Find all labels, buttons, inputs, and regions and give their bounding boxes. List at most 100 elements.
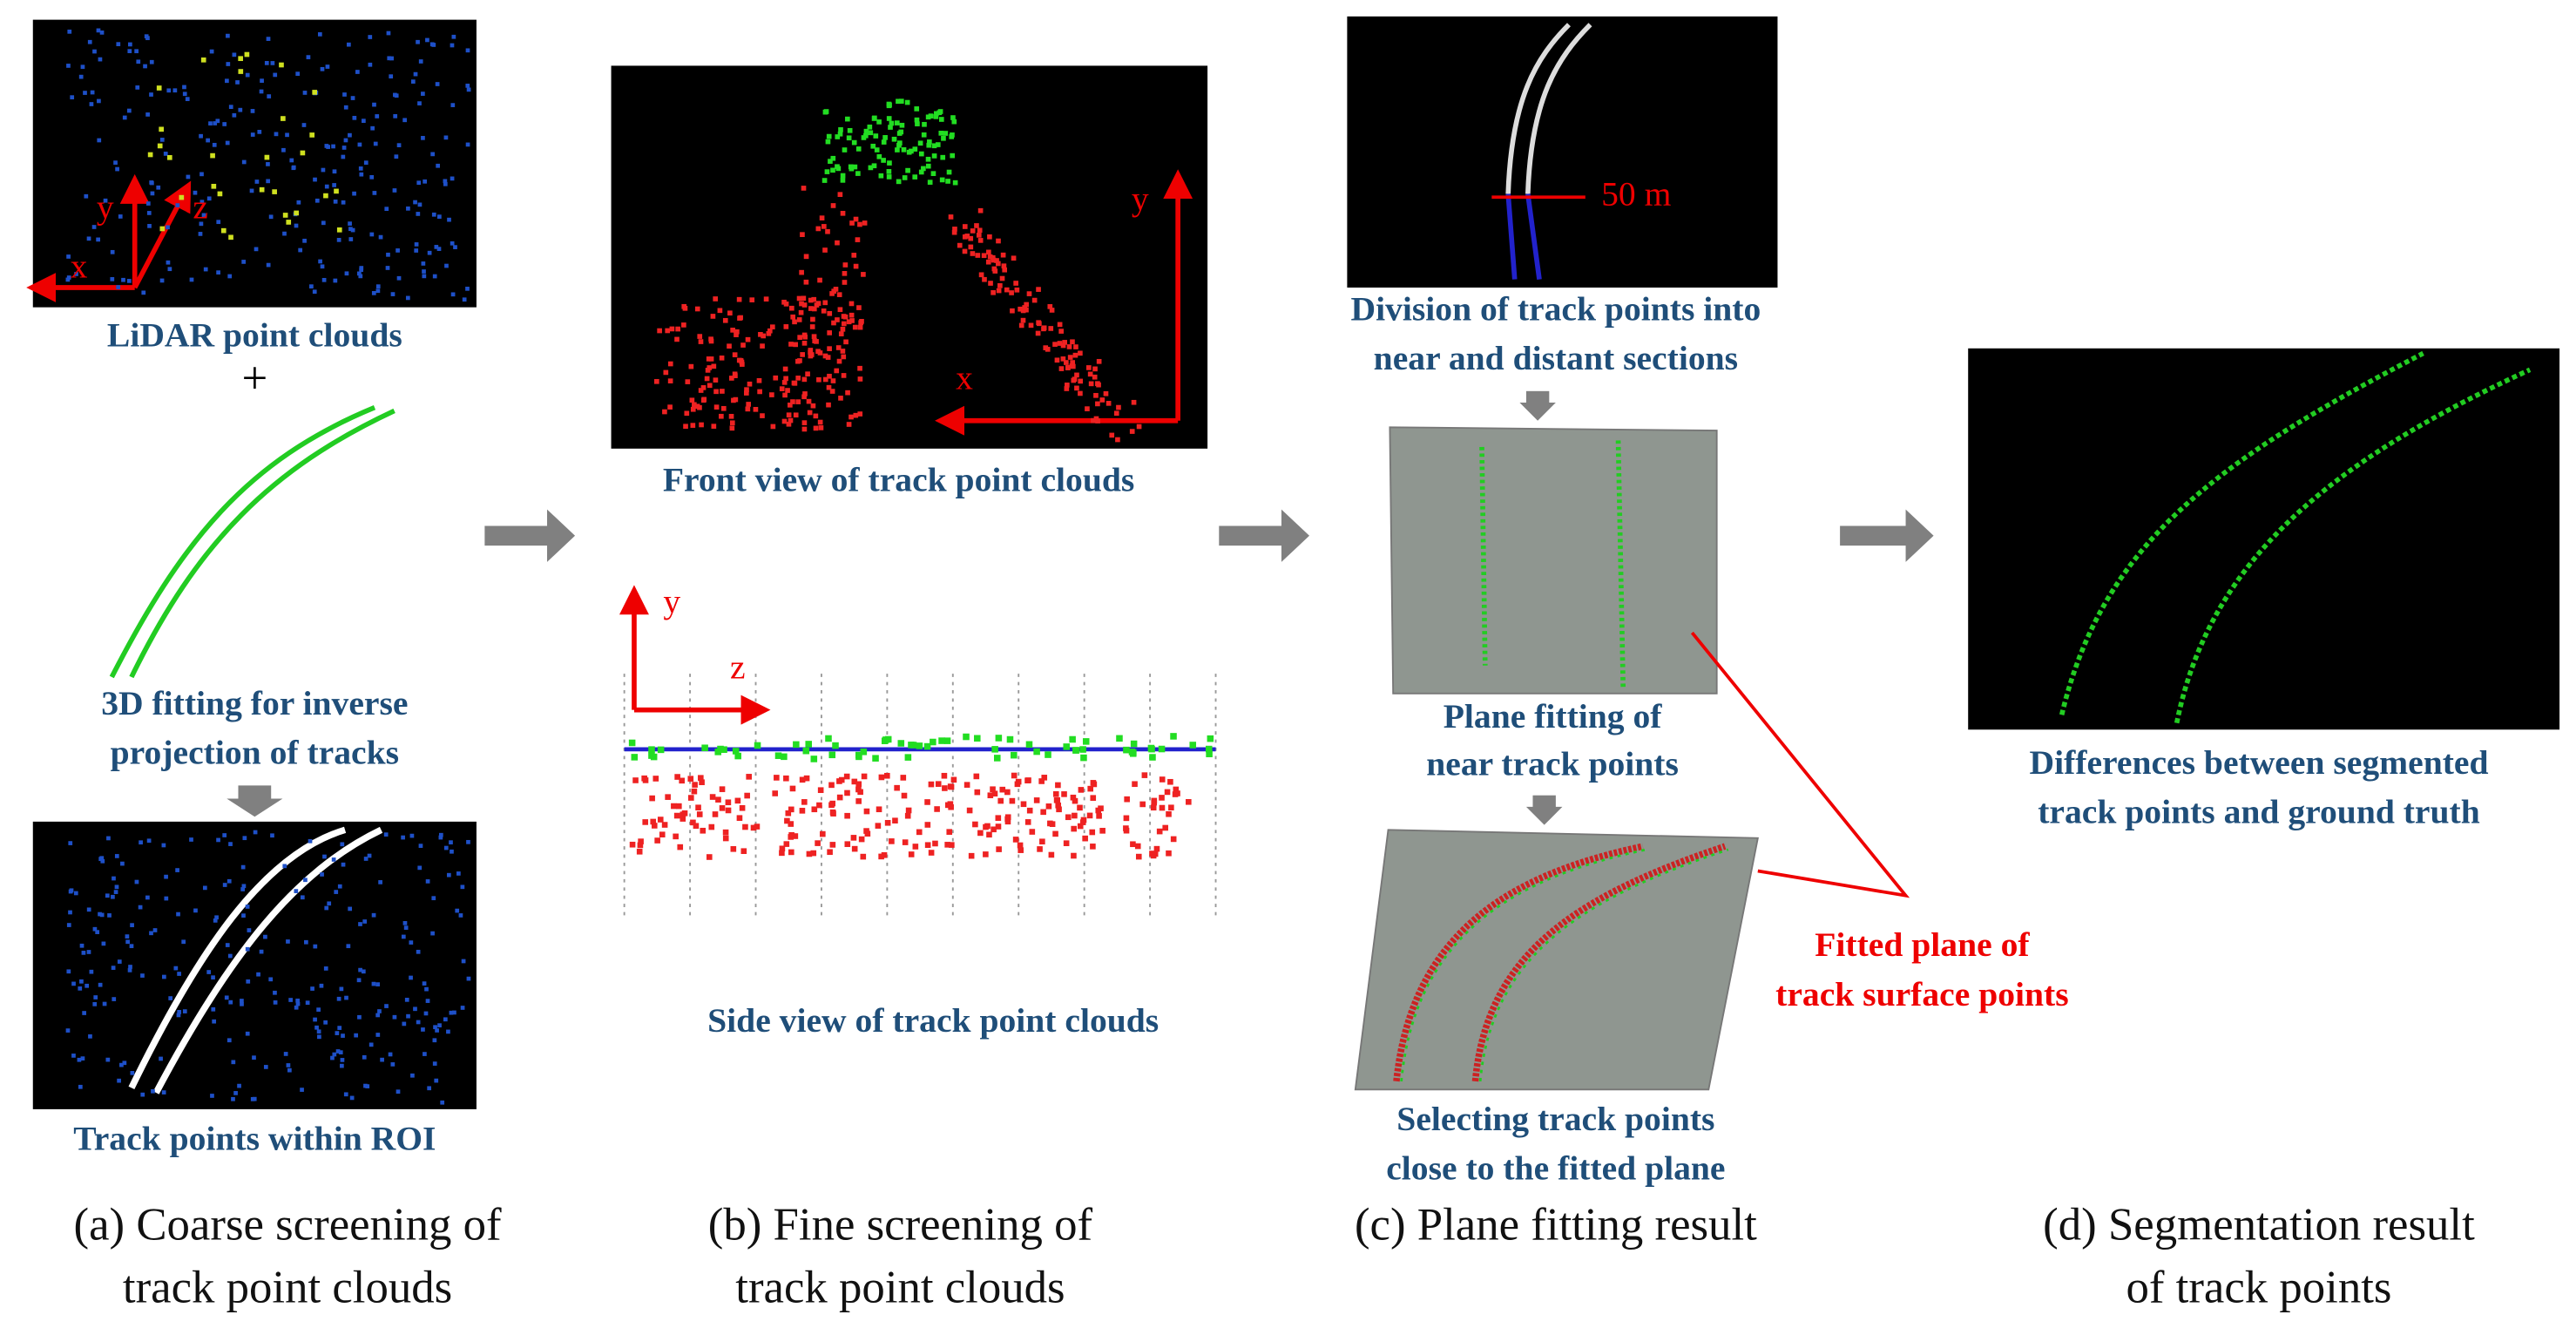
point — [793, 741, 800, 749]
point — [868, 130, 874, 136]
point — [449, 840, 453, 845]
point — [906, 149, 912, 155]
point — [285, 132, 289, 138]
point — [1159, 795, 1165, 801]
point — [902, 839, 909, 845]
point — [774, 752, 782, 759]
label: Front view of track point clouds — [663, 461, 1134, 499]
point — [1073, 344, 1078, 349]
point — [995, 823, 1002, 830]
point — [66, 923, 71, 927]
point — [851, 778, 858, 785]
point — [926, 142, 932, 148]
point — [359, 172, 364, 177]
point — [815, 840, 821, 846]
point — [87, 39, 92, 44]
point — [1024, 777, 1031, 783]
point — [1048, 851, 1055, 858]
point — [348, 906, 353, 911]
point — [1090, 795, 1097, 801]
point — [1049, 308, 1055, 313]
point — [83, 91, 87, 95]
point — [421, 261, 426, 266]
point — [199, 172, 204, 177]
point — [110, 249, 115, 254]
point — [701, 396, 707, 403]
point — [899, 122, 905, 128]
point — [270, 61, 275, 65]
point — [1028, 322, 1034, 329]
point — [368, 35, 373, 39]
point — [657, 817, 664, 823]
point — [987, 234, 992, 240]
point — [1037, 321, 1042, 327]
point — [97, 98, 101, 104]
point — [870, 143, 876, 149]
point — [650, 818, 657, 825]
point — [840, 326, 846, 332]
point — [679, 811, 686, 818]
point — [435, 82, 440, 86]
point — [92, 49, 97, 54]
point — [371, 981, 376, 986]
point — [912, 174, 918, 180]
point — [706, 854, 713, 860]
point — [238, 56, 243, 62]
point — [1091, 781, 1098, 788]
point — [740, 342, 746, 348]
point — [101, 941, 106, 946]
point — [1136, 424, 1142, 430]
point — [1064, 360, 1069, 365]
point — [863, 128, 869, 134]
point — [914, 106, 920, 112]
point — [270, 833, 274, 838]
point — [876, 153, 882, 159]
point — [661, 822, 668, 828]
point — [817, 277, 822, 283]
point — [416, 949, 421, 954]
point — [801, 186, 807, 191]
point — [1085, 406, 1090, 411]
point — [785, 388, 790, 393]
point — [367, 853, 372, 858]
point — [852, 164, 858, 170]
point — [828, 802, 835, 809]
point — [878, 774, 885, 781]
selected-tracks — [1393, 843, 1727, 1082]
point — [665, 328, 671, 334]
point — [862, 220, 868, 226]
point — [750, 824, 757, 831]
point — [320, 872, 324, 877]
point — [930, 738, 936, 746]
point — [990, 786, 996, 793]
point — [991, 266, 997, 272]
point — [821, 308, 827, 314]
point — [348, 221, 352, 226]
point — [921, 132, 927, 138]
point — [1070, 360, 1076, 365]
point — [440, 1100, 445, 1105]
point — [149, 59, 154, 64]
point — [1045, 803, 1052, 810]
point — [314, 1025, 319, 1030]
label: near and distant sections — [1374, 339, 1738, 377]
point — [881, 158, 886, 163]
point — [1080, 754, 1087, 762]
point — [831, 320, 836, 326]
point — [1099, 828, 1105, 834]
point — [1131, 399, 1137, 405]
point — [722, 829, 729, 836]
point — [273, 1000, 278, 1005]
point — [781, 380, 788, 385]
point — [982, 276, 987, 282]
point — [841, 354, 847, 360]
point — [1135, 853, 1142, 860]
point — [822, 376, 828, 383]
point — [855, 171, 861, 176]
point — [917, 140, 923, 146]
point — [146, 838, 152, 844]
point — [878, 853, 884, 860]
point — [779, 850, 785, 857]
axis-label: y — [97, 187, 114, 226]
point — [783, 376, 788, 382]
